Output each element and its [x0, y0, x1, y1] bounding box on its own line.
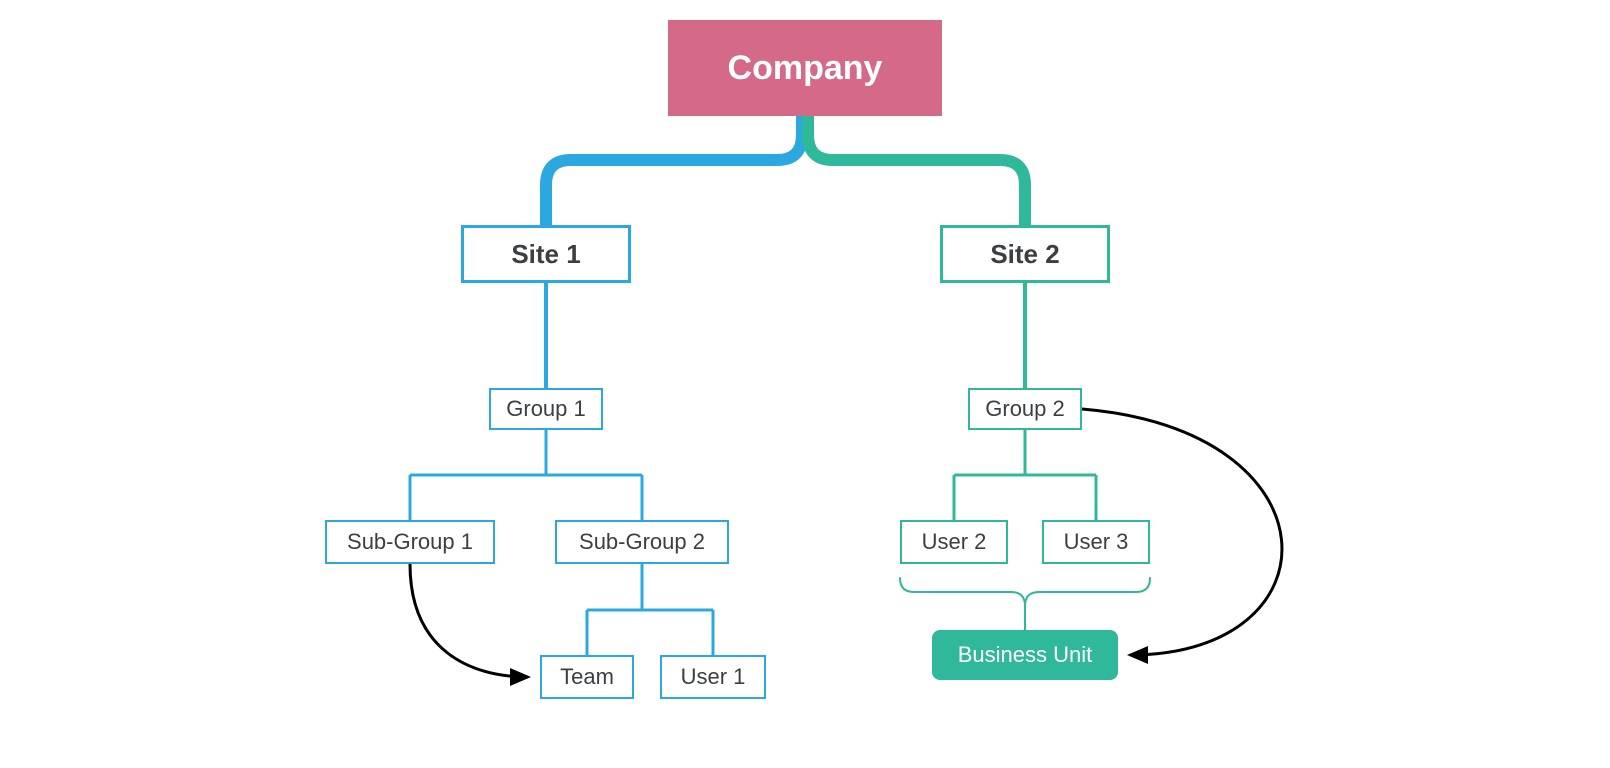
- node-company: Company: [668, 20, 942, 116]
- node-team-label: Team: [560, 664, 614, 690]
- node-company-label: Company: [728, 49, 883, 88]
- node-site2-label: Site 2: [990, 239, 1059, 270]
- edge-trunk-blue: [546, 116, 802, 225]
- node-subgroup2: Sub-Group 2: [555, 520, 729, 564]
- node-site1-label: Site 1: [511, 239, 580, 270]
- node-site2: Site 2: [940, 225, 1110, 283]
- node-user2-label: User 2: [922, 529, 987, 555]
- node-user2: User 2: [900, 520, 1008, 564]
- edge-group1-fork: [410, 430, 642, 520]
- node-business-unit: Business Unit: [932, 630, 1118, 680]
- node-user1-label: User 1: [681, 664, 746, 690]
- node-group2: Group 2: [968, 388, 1082, 430]
- node-subgroup1: Sub-Group 1: [325, 520, 495, 564]
- edge-brace: [900, 578, 1150, 606]
- edge-trunk-teal: [808, 116, 1025, 225]
- edge-sub2-fork: [587, 564, 713, 655]
- node-site1: Site 1: [461, 225, 631, 283]
- node-group1-label: Group 1: [506, 396, 586, 422]
- node-subgroup1-label: Sub-Group 1: [347, 529, 473, 555]
- node-group1: Group 1: [489, 388, 603, 430]
- node-user3-label: User 3: [1064, 529, 1129, 555]
- org-tree-diagram: Company Site 1 Site 2 Group 1 Group 2 Su…: [0, 0, 1610, 768]
- edge-arrow-sub1-team: [410, 564, 528, 677]
- node-user1: User 1: [660, 655, 766, 699]
- node-group2-label: Group 2: [985, 396, 1065, 422]
- node-business-unit-label: Business Unit: [958, 642, 1093, 668]
- node-team: Team: [540, 655, 634, 699]
- edge-group2-fork: [954, 430, 1096, 520]
- node-subgroup2-label: Sub-Group 2: [579, 529, 705, 555]
- node-user3: User 3: [1042, 520, 1150, 564]
